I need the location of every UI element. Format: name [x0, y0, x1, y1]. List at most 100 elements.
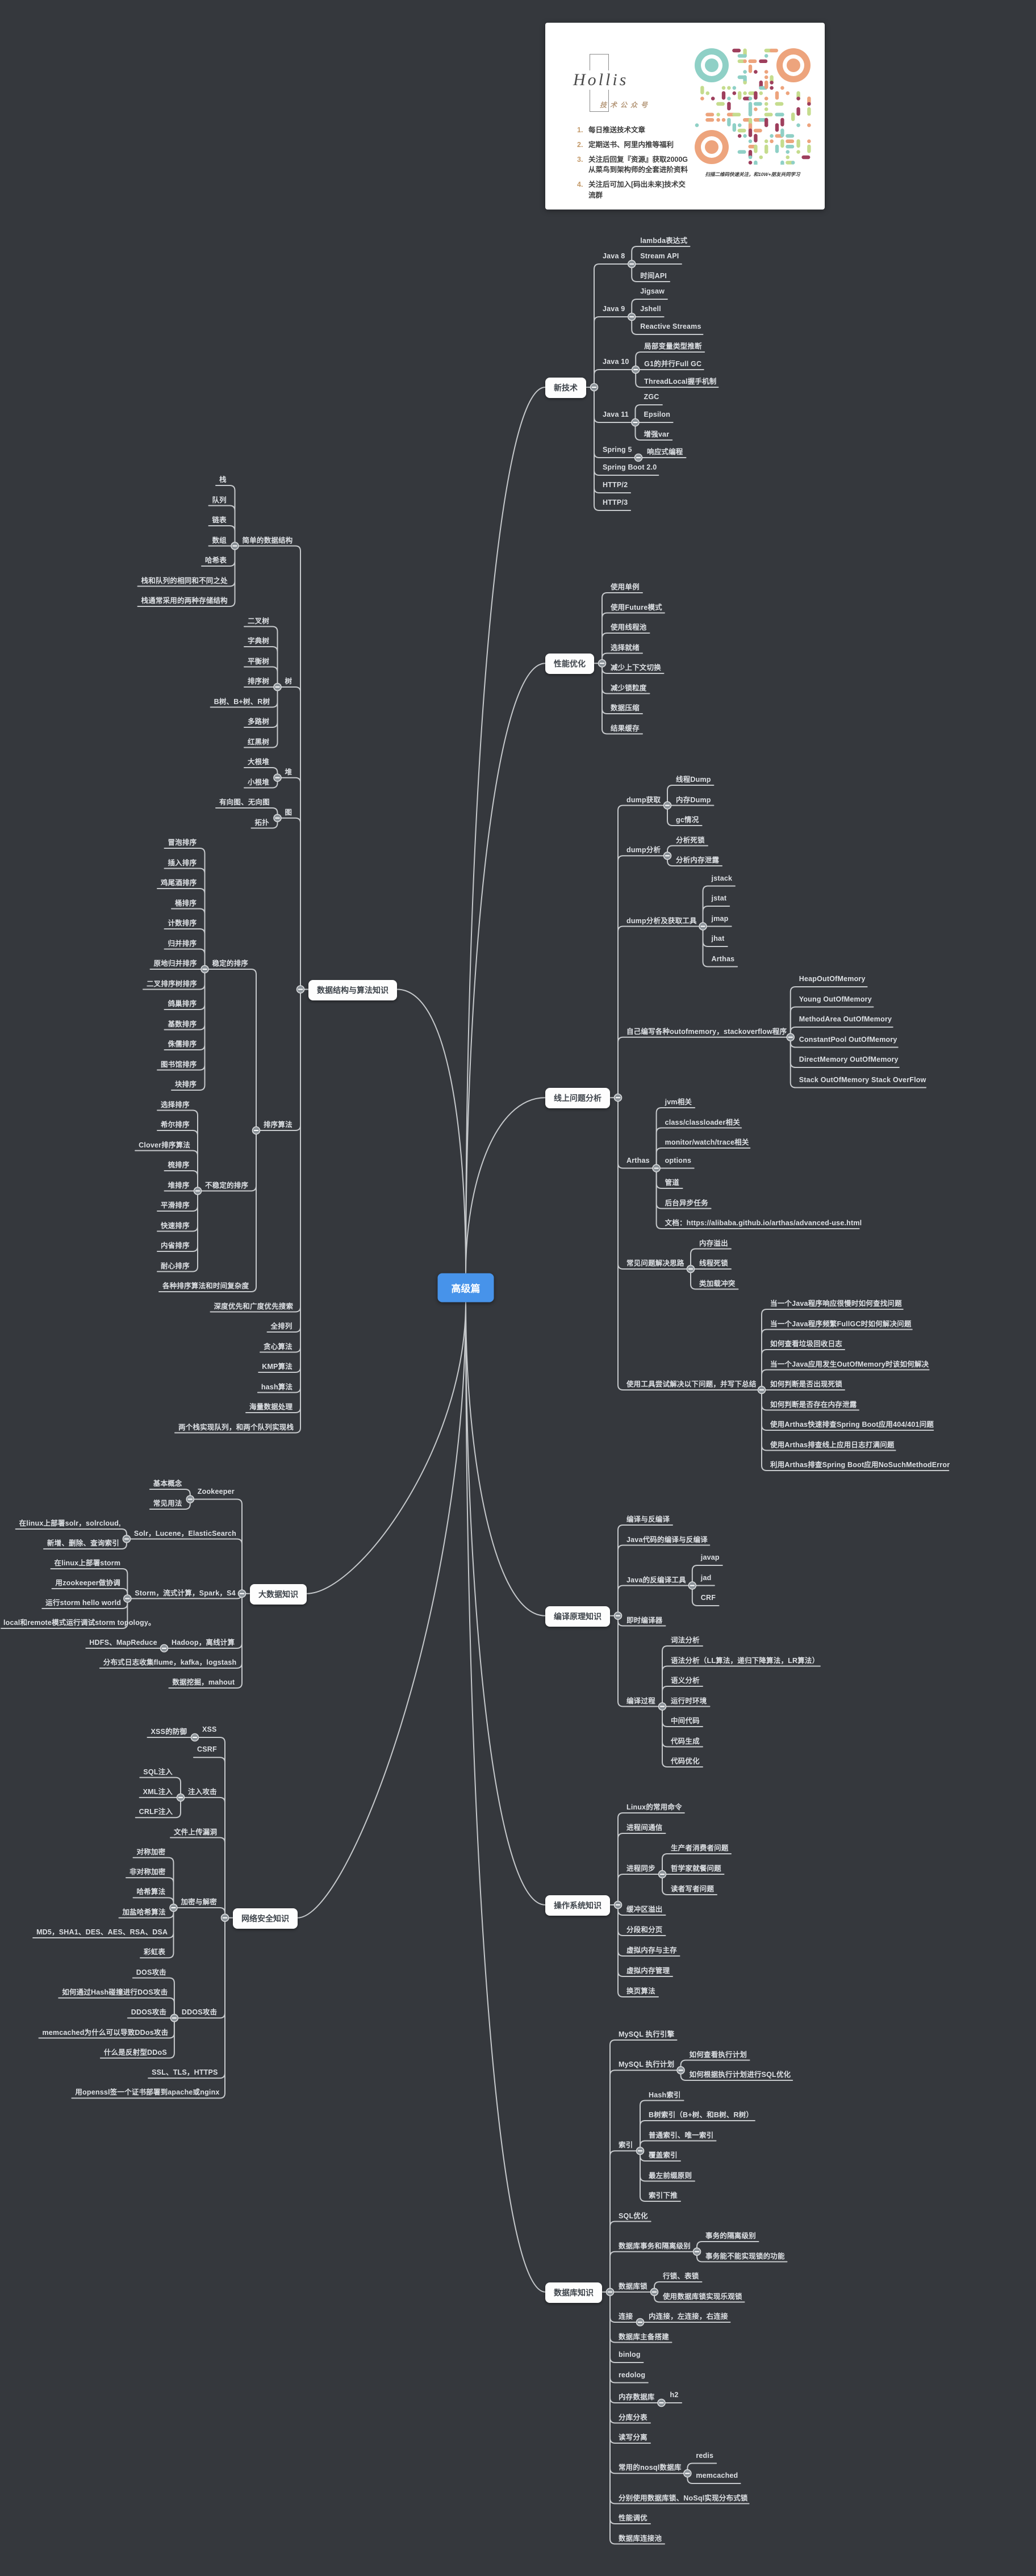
mindmap-node[interactable]: 缓冲区溢出 — [626, 1905, 663, 1913]
mindmap-node[interactable]: jad — [700, 1573, 712, 1582]
mindmap-node[interactable]: 当一个Java程序响应很慢时如何查找问题 — [770, 1300, 902, 1308]
mindmap-node[interactable]: Zookeeper — [197, 1487, 235, 1496]
mindmap-node[interactable]: 线程死锁 — [699, 1259, 728, 1267]
mindmap-node[interactable]: 局部变量类型推断 — [644, 342, 702, 350]
mindmap-node[interactable]: 全排列 — [270, 1322, 293, 1330]
mindmap-node[interactable]: XSS — [202, 1725, 217, 1733]
mindmap-node[interactable]: Java 10 — [602, 358, 629, 366]
mindmap-node[interactable]: Solr，Lucene，ElasticSearch — [133, 1529, 236, 1538]
mindmap-node[interactable]: Java 9 — [602, 305, 625, 313]
mindmap-node[interactable]: 使用单例 — [610, 583, 640, 591]
mindmap-node[interactable]: 二叉排序树排序 — [146, 979, 197, 988]
mindmap-node[interactable]: 彩虹表 — [143, 1948, 166, 1957]
mindmap-node[interactable]: ZGC — [644, 393, 659, 401]
mindmap-node[interactable]: hash算法 — [261, 1383, 293, 1391]
mindmap-node[interactable]: 最左前缀原则 — [648, 2171, 692, 2180]
mindmap-node[interactable]: Jigsaw — [640, 287, 665, 295]
mindmap-node[interactable]: 哈希算法 — [136, 1888, 166, 1896]
collapse-icon[interactable] — [122, 1535, 131, 1543]
collapse-icon[interactable] — [613, 1900, 623, 1909]
collapse-icon[interactable] — [231, 542, 239, 550]
collapse-icon[interactable] — [636, 2146, 645, 2155]
mindmap-node[interactable]: ThreadLocal握手机制 — [644, 378, 717, 386]
mindmap-node[interactable]: SQL注入 — [143, 1767, 173, 1776]
collapse-icon[interactable] — [658, 1702, 667, 1711]
collapse-icon[interactable] — [688, 1581, 697, 1590]
mindmap-node[interactable]: 常见用法 — [153, 1499, 182, 1507]
mindmap-node[interactable]: memcached — [696, 2472, 738, 2479]
mindmap-node[interactable]: 选择就绪 — [610, 643, 640, 652]
mindmap-node[interactable]: 内存Dump — [676, 795, 711, 804]
collapse-icon[interactable] — [699, 922, 707, 931]
mindmap-node[interactable]: 词法分析 — [670, 1636, 700, 1644]
mindmap-node[interactable]: 常见问题解决思路 — [626, 1259, 684, 1267]
mindmap-node[interactable]: 红黑树 — [247, 738, 270, 746]
mindmap-node[interactable]: 如何通过Hash碰撞进行DOS攻击 — [62, 1988, 168, 1996]
mindmap-node[interactable]: 连接 — [618, 2313, 633, 2321]
mindmap-node[interactable]: 读写分离 — [618, 2433, 648, 2441]
mindmap-node[interactable]: 生产者消费者问题 — [670, 1844, 729, 1852]
mindmap-node[interactable]: DirectMemory OutOfMemory — [799, 1055, 899, 1063]
collapse-icon[interactable] — [220, 1913, 229, 1922]
mindmap-node[interactable]: G1的并行Full GC — [644, 360, 702, 368]
branch-node[interactable]: 操作系统知识 — [545, 1895, 610, 1916]
mindmap-node[interactable]: 使用线程池 — [610, 623, 647, 631]
mindmap-node[interactable]: 自己编写各种outofmemory，stackoverflow程序 — [626, 1027, 787, 1036]
collapse-icon[interactable] — [663, 801, 672, 810]
mindmap-node[interactable]: Young OutOfMemory — [799, 995, 872, 1003]
collapse-icon[interactable] — [296, 985, 305, 994]
mindmap-node[interactable]: 两个栈实现队列，和两个队列实现栈 — [178, 1423, 294, 1431]
mindmap-node[interactable]: HTTP/3 — [602, 499, 628, 506]
mindmap-node[interactable]: 哈希表 — [204, 556, 227, 564]
collapse-icon[interactable] — [683, 2469, 692, 2478]
mindmap-node[interactable]: 读者写者问题 — [670, 1885, 715, 1893]
mindmap-node[interactable]: 链表 — [212, 516, 227, 524]
mindmap-node[interactable]: 管道 — [665, 1179, 679, 1187]
mindmap-node[interactable]: 语义分析 — [670, 1677, 700, 1685]
mindmap-node[interactable]: 各种排序算法和时间复杂度 — [162, 1282, 249, 1290]
mindmap-node[interactable]: 后台异步任务 — [665, 1199, 708, 1207]
mindmap-node[interactable]: 内存溢出 — [699, 1239, 728, 1247]
mindmap-node[interactable]: Java 8 — [602, 252, 625, 260]
mindmap-node[interactable]: 加盐哈希算法 — [122, 1908, 166, 1916]
mindmap-node[interactable]: XML注入 — [143, 1787, 173, 1796]
mindmap-node[interactable]: 如何判断是否存在内存泄露 — [770, 1400, 857, 1409]
mindmap-node[interactable]: jstack — [711, 874, 733, 882]
mindmap-node[interactable]: CRLF注入 — [139, 1808, 173, 1816]
mindmap-node[interactable]: 分段和分页 — [626, 1926, 663, 1934]
mindmap-node[interactable]: 当一个Java应用发生OutOfMemory时该如何解决 — [770, 1360, 929, 1368]
mindmap-node[interactable]: 换页算法 — [626, 1987, 655, 1995]
mindmap-node[interactable]: 运行时环境 — [670, 1697, 707, 1705]
branch-node[interactable]: 新技术 — [545, 378, 586, 398]
mindmap-node[interactable]: 数据压缩 — [610, 704, 640, 712]
collapse-icon[interactable] — [186, 1495, 195, 1503]
collapse-icon[interactable] — [613, 1611, 623, 1620]
mindmap-node[interactable]: 进程同步 — [626, 1865, 655, 1873]
mindmap-node[interactable]: Java的反编译工具 — [626, 1576, 686, 1584]
mindmap-node[interactable]: options — [665, 1156, 692, 1165]
collapse-icon[interactable] — [650, 2288, 659, 2297]
mindmap-node[interactable]: 常用的nosql数据库 — [618, 2464, 682, 2472]
collapse-icon[interactable] — [627, 312, 636, 321]
mindmap-node[interactable]: 鸽巢排序 — [168, 1000, 197, 1008]
collapse-icon[interactable] — [160, 1644, 169, 1653]
mindmap-node[interactable]: 性能调优 — [618, 2514, 648, 2522]
mindmap-node[interactable]: Arthas — [711, 954, 735, 963]
mindmap-node[interactable]: 哲学家就餐问题 — [670, 1865, 721, 1873]
mindmap-node[interactable]: jhat — [711, 935, 725, 943]
mindmap-node[interactable]: 平滑排序 — [160, 1201, 190, 1209]
mindmap-node[interactable]: 图书馆排序 — [160, 1060, 197, 1069]
mindmap-node[interactable]: KMP算法 — [262, 1363, 293, 1371]
mindmap-node[interactable]: 图 — [285, 808, 293, 816]
mindmap-node[interactable]: 排序树 — [247, 677, 270, 685]
mindmap-node[interactable]: 海量数据处理 — [249, 1403, 293, 1411]
collapse-icon[interactable] — [273, 814, 282, 823]
mindmap-node[interactable]: 堆排序 — [168, 1181, 190, 1189]
mindmap-node[interactable]: 内存数据库 — [618, 2393, 655, 2401]
mindmap-node[interactable]: Stack OutOfMemory Stack OverFlow — [799, 1075, 926, 1084]
mindmap-node[interactable]: 使用数据库锁实现乐观锁 — [662, 2292, 742, 2301]
collapse-icon[interactable] — [169, 1903, 178, 1912]
mindmap-node[interactable]: class/classloader相关 — [665, 1118, 740, 1126]
branch-node[interactable]: 编译原理知识 — [545, 1606, 610, 1627]
mindmap-node[interactable]: 索引下推 — [648, 2192, 678, 2200]
